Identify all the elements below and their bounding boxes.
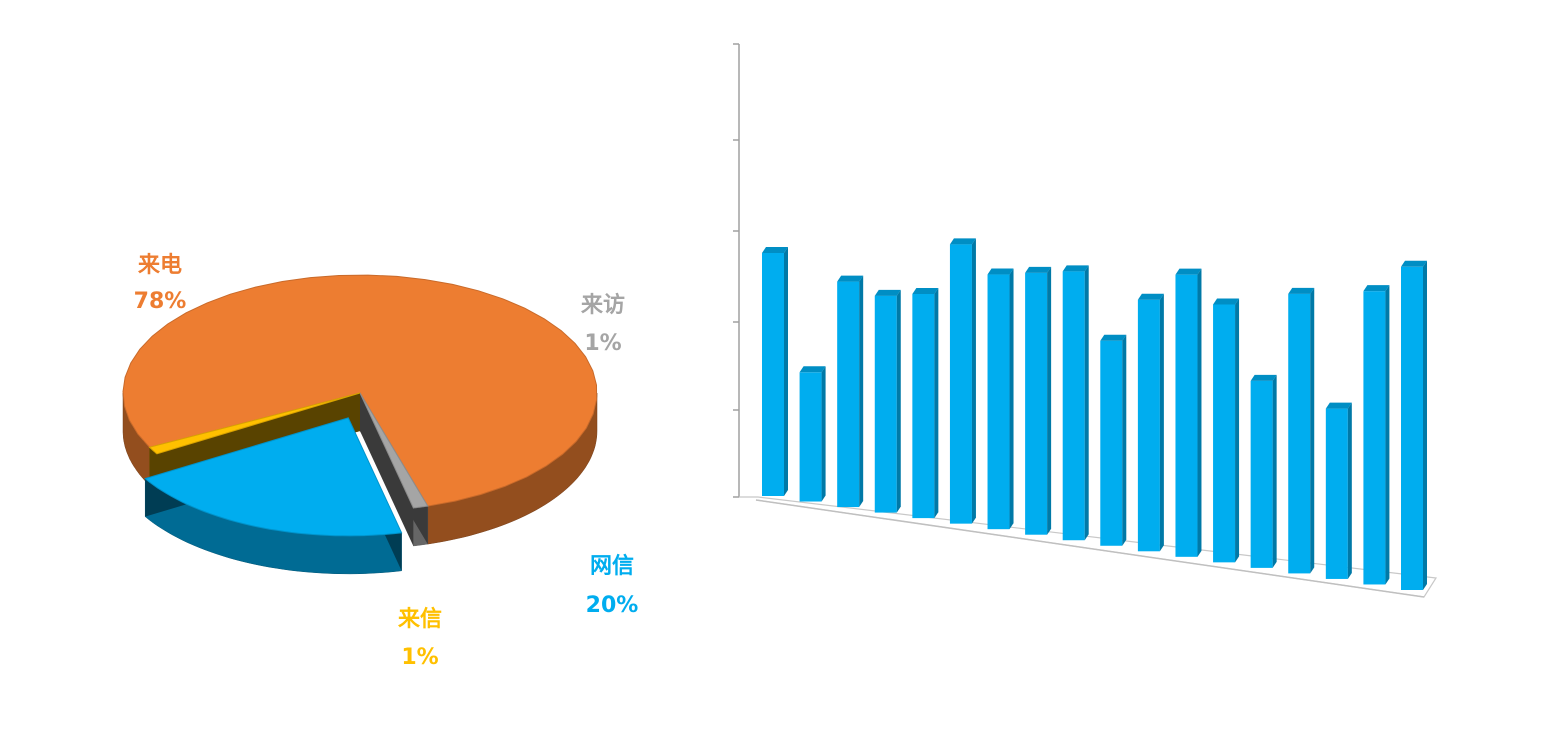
pie-chart [122,274,598,575]
bar-side [1197,268,1202,557]
bar-side [1235,298,1240,563]
pie-slice-top [122,274,598,507]
bar-front [1175,274,1198,557]
bar-front [987,274,1010,530]
bar-front [762,253,784,496]
bar [1175,268,1202,557]
bar-front [1213,304,1236,563]
bar-top [762,247,788,253]
bar [799,366,826,502]
bar-side [1122,334,1127,546]
bar-top [1250,374,1277,381]
bar-top [987,268,1014,275]
bar [1100,334,1127,546]
bar [1325,402,1352,579]
bar-top [1288,287,1315,294]
bar-top [1363,285,1390,292]
bar-top [874,289,901,296]
bar-top [1137,293,1164,300]
bar-side [934,287,939,519]
bar-side [821,366,826,502]
pie-label-laixin: 来信 1% [397,606,442,670]
bar-side [859,275,864,508]
pie-slice-laifang [359,392,429,547]
bar-top [1325,402,1352,409]
bar-side [1385,285,1390,585]
bar-front [1062,271,1085,541]
bar-front [1250,380,1273,568]
bar-top [1401,260,1427,267]
bar-front [837,281,860,508]
bar-front [1137,299,1160,552]
pie-label-value: 20% [586,593,639,618]
bar [874,289,901,513]
bar-side [1159,293,1164,552]
bar-side [971,238,976,524]
pie-slice-top [359,392,429,509]
pie-label-name: 网信 [590,553,634,579]
bar-side [784,247,788,496]
bar-side [1047,266,1052,535]
bar-front [1325,408,1348,579]
pie-slice-wangxin [144,417,403,575]
bar-top [1175,268,1202,275]
bar-top [1213,298,1240,305]
pie-slice-wall [360,393,414,546]
bar [912,287,939,519]
bar [949,238,976,524]
bar-front [949,244,972,524]
bar-axes [733,43,1438,598]
pie-label-value: 78% [134,289,187,314]
x-axis-line [755,499,1425,598]
bar-front [1288,293,1311,574]
pie-label-wangxin: 网信 20% [586,553,639,618]
bar-front [874,295,897,513]
bar [1363,285,1390,585]
bar-side [896,289,901,513]
bar-top [837,275,864,282]
bar-front [912,293,935,519]
bar [1250,374,1277,568]
bar [1288,287,1315,574]
bar-series [762,238,1427,590]
bar-side [1347,402,1352,579]
bar-side [1423,260,1427,590]
bar-front [799,372,822,502]
bar [1137,293,1164,552]
bar [1062,265,1089,541]
bar-side [1272,374,1277,568]
pie-label-name: 来信 [397,606,442,632]
bar-top [1100,334,1127,341]
pie-label-name: 来访 [580,292,625,318]
bar-top [912,287,939,294]
pie-label-value: 1% [401,645,438,670]
bar [1025,266,1052,535]
bar-top [949,238,976,245]
pie-labels: 来电 78% 来访 1% 网信 20% 来信 1% [134,253,639,670]
bar-front [1025,272,1048,535]
bar [762,247,788,496]
bar-side [1310,287,1315,574]
pie-label-laifang: 来访 1% [580,292,625,356]
pie-slice-top [144,417,403,537]
pie-label-value: 1% [584,331,621,356]
bar [1213,298,1240,563]
pie-label-name: 来电 [137,253,182,278]
pie-label-laidian: 来电 78% [134,253,187,314]
bar-top [1025,266,1052,273]
bar-front [1363,291,1386,585]
bar-front [1401,266,1423,590]
pie-slice-top [148,392,361,455]
bar-front [1100,340,1123,546]
bar [987,268,1014,530]
bar-chart [733,43,1438,598]
bar-side [1009,268,1014,530]
bar-side [1084,265,1089,541]
bar [837,275,864,508]
bar-top [1062,265,1089,272]
bar [1401,260,1427,590]
bar-top [799,366,826,373]
